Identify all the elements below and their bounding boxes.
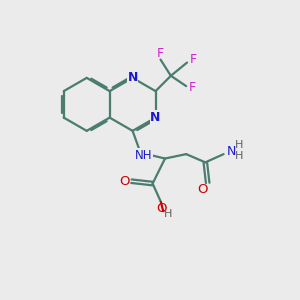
Text: N: N [150, 111, 161, 124]
Text: H: H [164, 209, 172, 219]
Text: O: O [197, 183, 208, 196]
Text: F: F [189, 81, 196, 94]
Text: F: F [190, 52, 197, 65]
Text: NH: NH [135, 148, 152, 161]
Text: H: H [235, 140, 243, 150]
Text: H: H [235, 152, 243, 161]
Text: F: F [156, 46, 164, 60]
Text: O: O [120, 175, 130, 188]
Text: N: N [128, 71, 138, 84]
Text: N: N [226, 145, 236, 158]
Text: O: O [156, 202, 167, 215]
